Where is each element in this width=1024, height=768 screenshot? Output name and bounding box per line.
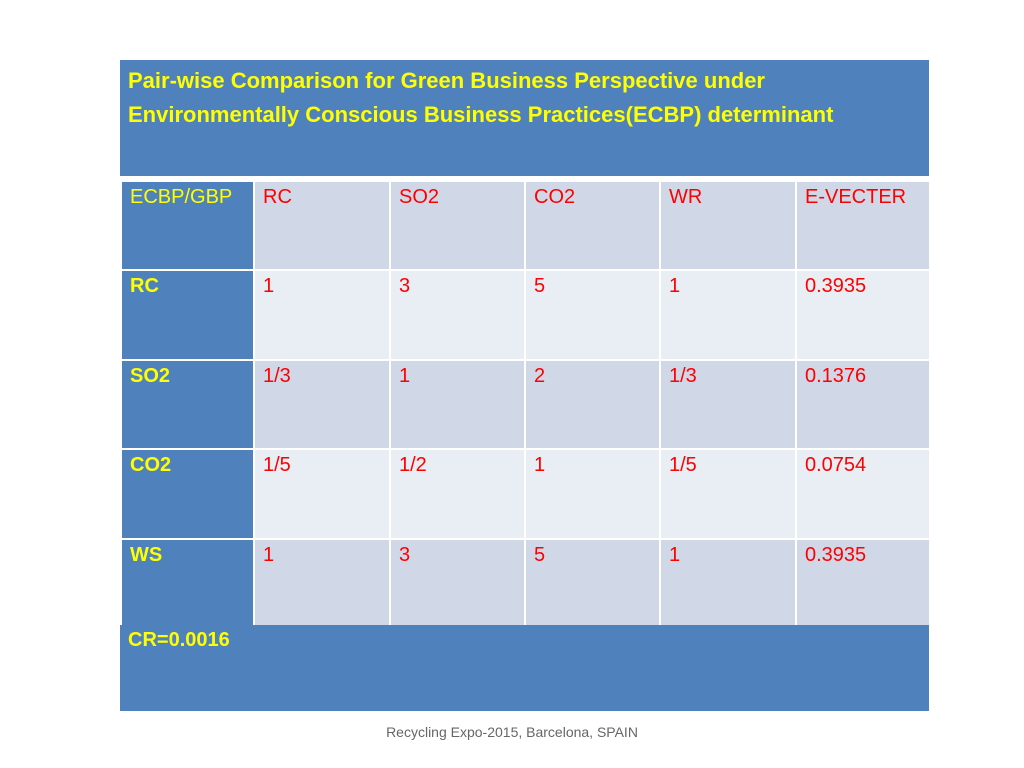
table-cell: 3 — [389, 269, 526, 361]
consistency-ratio: CR=0.0016 — [120, 625, 929, 711]
table-cell: 1 — [524, 448, 661, 540]
pairwise-table: ECBP/GBP RC SO2 CO2 WR E-VECTER RC 1 3 5 1 0.3935 SO… — [120, 180, 931, 629]
table-cell: 1 — [253, 269, 391, 361]
table-row: RC 1 3 5 1 0.3935 — [120, 269, 931, 361]
table-cell: 1 — [389, 359, 526, 450]
table-cell: 1/5 — [659, 448, 797, 540]
table-cell: 0.0754 — [795, 448, 931, 540]
table-cell: 0.3935 — [795, 538, 931, 629]
table-row: CO2 1/5 1/2 1 1/5 0.0754 — [120, 448, 931, 540]
table-cell: 1/3 — [253, 359, 391, 450]
table-cell: 1/5 — [253, 448, 391, 540]
table-row: WS 1 3 5 1 0.3935 — [120, 538, 931, 629]
column-header: ECBP/GBP — [120, 180, 255, 271]
table-cell: 1 — [253, 538, 391, 629]
table-cell: 1 — [659, 538, 797, 629]
row-header: CO2 — [120, 448, 255, 540]
table-row: SO2 1/3 1 2 1/3 0.1376 — [120, 359, 931, 450]
row-header: SO2 — [120, 359, 255, 450]
table-cell: 1/3 — [659, 359, 797, 450]
column-header: SO2 — [389, 180, 526, 271]
table-title: Pair-wise Comparison for Green Business … — [120, 60, 929, 176]
table-cell: 5 — [524, 538, 661, 629]
table-cell: 3 — [389, 538, 526, 629]
column-header: RC — [253, 180, 391, 271]
slide-footer: Recycling Expo-2015, Barcelona, SPAIN — [386, 724, 638, 740]
column-header: E-VECTER — [795, 180, 931, 271]
row-header: RC — [120, 269, 255, 361]
table-cell: 1 — [659, 269, 797, 361]
table-cell: 5 — [524, 269, 661, 361]
column-header: CO2 — [524, 180, 661, 271]
table-cell: 0.1376 — [795, 359, 931, 450]
header-row: ECBP/GBP RC SO2 CO2 WR E-VECTER — [120, 180, 931, 271]
row-header: WS — [120, 538, 255, 629]
table-cell: 0.3935 — [795, 269, 931, 361]
table-cell: 2 — [524, 359, 661, 450]
table-cell: 1/2 — [389, 448, 526, 540]
column-header: WR — [659, 180, 797, 271]
